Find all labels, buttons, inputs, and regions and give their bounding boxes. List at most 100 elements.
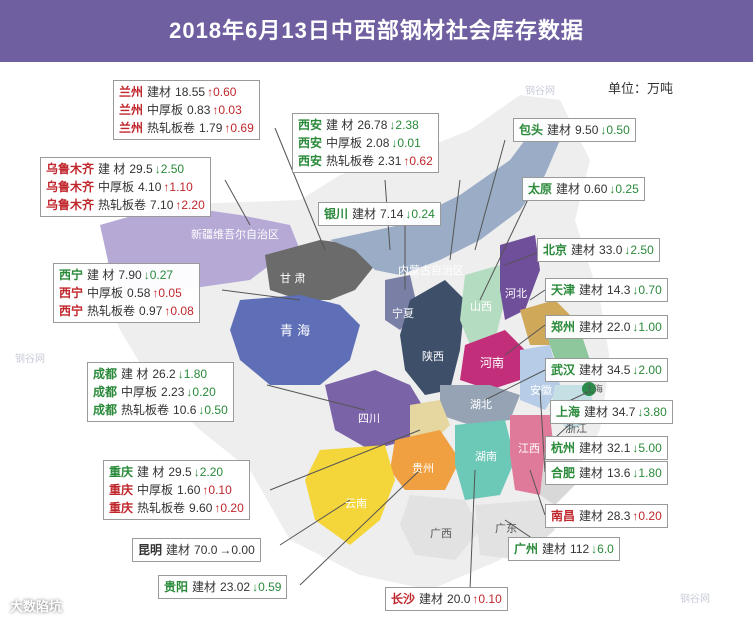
stock-change: 0.01 bbox=[397, 136, 421, 150]
region-henan bbox=[460, 330, 525, 390]
watermark: 钢谷网 bbox=[15, 354, 45, 365]
stock-value: 0.97 bbox=[139, 304, 163, 318]
city-name: 乌鲁木齐 bbox=[46, 180, 95, 194]
city-row: 成都 热轧板卷 10.6 ↓ 0.50 bbox=[93, 401, 228, 419]
region-label-guangxi: 广西 bbox=[430, 527, 452, 540]
stock-value: 18.55 bbox=[175, 85, 206, 99]
city-row: 西安 热轧板卷 2.31 ↑ 0.62 bbox=[298, 152, 433, 170]
product-name: 热轧板卷 bbox=[147, 121, 196, 135]
product-name: 建材 bbox=[579, 320, 604, 334]
arrow-down-icon: ↓ bbox=[632, 466, 639, 480]
city-row: 成都建 材 26.2 ↓ 1.80 bbox=[93, 365, 228, 383]
city-row: 乌鲁木齐 热轧板卷 7.10 ↑ 2.20 bbox=[46, 196, 205, 214]
city-row: 重庆建 材 29.5 ↓ 2.20 bbox=[109, 463, 244, 481]
stock-value: 7.90 bbox=[118, 268, 142, 282]
stock-change: 0.60 bbox=[213, 85, 237, 99]
city-row: 西宁 中厚板 0.58 ↑ 0.05 bbox=[59, 284, 194, 302]
product-name: 建材 bbox=[352, 207, 377, 221]
city-row: 兰州 热轧板卷 1.79 ↑ 0.69 bbox=[119, 119, 254, 137]
region-label-jiangxi: 江西 bbox=[518, 442, 540, 455]
product-name: 建材 bbox=[579, 363, 604, 377]
product-name: 建材 bbox=[579, 441, 604, 455]
city-box-changsha: 长沙 建材 20.0 ↑ 0.10 bbox=[385, 587, 508, 611]
stock-change: 0.20 bbox=[192, 385, 216, 399]
stock-value: 7.14 bbox=[380, 207, 404, 221]
city-box-guiyang: 贵阳 建材 23.02 ↓ 0.59 bbox=[158, 575, 288, 599]
city-name: 贵阳 bbox=[164, 580, 189, 594]
city-row: 西宁 热轧板卷 0.97 ↑ 0.08 bbox=[59, 302, 194, 320]
city-row: 西安 中厚板 2.08 ↓ 0.01 bbox=[298, 134, 433, 152]
arrow-down-icon: ↓ bbox=[389, 118, 396, 132]
city-name: 兰州 bbox=[119, 85, 144, 99]
product-name: 热轧板卷 bbox=[87, 304, 136, 318]
city-name: 成都 bbox=[93, 403, 118, 417]
product-name: 热轧板卷 bbox=[121, 403, 170, 417]
city-row: 广州 建材 112 ↓ 6.0 bbox=[514, 540, 614, 558]
city-row: 贵阳 建材 23.02 ↓ 0.59 bbox=[164, 578, 281, 596]
product-name: 中厚板 bbox=[121, 385, 158, 399]
city-row: 南昌 建材 28.3 ↑ 0.20 bbox=[551, 507, 662, 525]
region-yunnan bbox=[305, 445, 395, 545]
stock-change: 0.10 bbox=[208, 483, 232, 497]
city-name: 乌鲁木齐 bbox=[46, 162, 95, 176]
stock-value: 34.5 bbox=[607, 363, 631, 377]
stock-change: 3.80 bbox=[643, 405, 667, 419]
stock-value: 1.79 bbox=[199, 121, 223, 135]
arrow-down-icon: ↓ bbox=[177, 367, 184, 381]
stock-change: 2.20 bbox=[199, 465, 224, 479]
stock-change: 0.20 bbox=[220, 501, 244, 515]
stock-value: 7.10 bbox=[150, 198, 174, 212]
city-name: 西安 bbox=[298, 154, 323, 168]
city-box-chengdu: 成都建 材 26.2 ↓ 1.80 成都 中厚板 2.23 ↓ 0.20 成都 热轧板卷 10.6 ↓ 0… bbox=[87, 362, 234, 422]
arrow-up-icon: ↑ bbox=[175, 198, 182, 212]
city-row: 成都 中厚板 2.23 ↓ 0.20 bbox=[93, 383, 228, 401]
stock-value: 22.0 bbox=[607, 320, 631, 334]
stock-change: 0.27 bbox=[149, 268, 174, 282]
arrow-up-icon: ↑ bbox=[152, 286, 159, 300]
stock-change: 0.24 bbox=[411, 207, 435, 221]
arrow-down-icon: ↓ bbox=[600, 123, 607, 137]
arrow-down-icon: ↓ bbox=[624, 243, 631, 257]
watermark: 钢谷网 bbox=[680, 594, 710, 605]
stock-change: 0.50 bbox=[204, 403, 228, 417]
city-name: 西宁 bbox=[59, 304, 84, 318]
stock-value: 32.1 bbox=[607, 441, 631, 455]
city-box-chongqing: 重庆建 材 29.5 ↓ 2.20 重庆 中厚板 1.60 ↑ 0.10 重庆 热轧板卷 9.60 ↑ 0… bbox=[103, 460, 250, 520]
arrow-up-icon: ↑ bbox=[212, 103, 219, 117]
product-name: 建材 bbox=[147, 85, 172, 99]
region-label-shaanxi: 陕西 bbox=[422, 350, 444, 363]
city-row: 兰州 建材 18.55 ↑ 0.60 bbox=[119, 83, 254, 101]
city-row: 重庆 中厚板 1.60 ↑ 0.10 bbox=[109, 481, 244, 499]
city-box-tianjin: 天津 建材 14.3 ↓ 0.70 bbox=[545, 278, 668, 302]
city-name: 广州 bbox=[514, 542, 539, 556]
city-name: 杭州 bbox=[551, 441, 576, 455]
product-name: 建 材 bbox=[121, 367, 149, 381]
arrow-down-icon: ↓ bbox=[405, 207, 412, 221]
arrow-up-icon: ↑ bbox=[403, 154, 410, 168]
city-row: 昆明 建材 70.0 → 0.00 bbox=[138, 541, 255, 559]
stock-value: 0.60 bbox=[584, 182, 608, 196]
city-row: 上海 建材 34.7 ↓ 3.80 bbox=[556, 403, 667, 421]
city-name: 上海 bbox=[556, 405, 581, 419]
product-name: 建材 bbox=[579, 283, 604, 297]
stock-change: 2.50 bbox=[630, 243, 654, 257]
arrow-up-icon: ↑ bbox=[163, 180, 170, 194]
city-box-hangzhou: 杭州 建材 32.1 ↓ 5.00 bbox=[545, 436, 668, 460]
city-box-lanzhou: 兰州 建材 18.55 ↑ 0.60 兰州 中厚板 0.83 ↑ 0.03 兰州 热轧板卷 1.79 ↑ 0… bbox=[113, 80, 260, 140]
stock-change: 0.20 bbox=[638, 509, 662, 523]
stock-value: 34.7 bbox=[612, 405, 636, 419]
stock-change: 0.10 bbox=[478, 592, 502, 606]
city-row: 西安建 材 26.78 ↓ 2.38 bbox=[298, 116, 433, 134]
product-name: 建材 bbox=[579, 466, 604, 480]
region-label-ningxia: 宁夏 bbox=[392, 307, 414, 320]
arrow-down-icon: ↓ bbox=[193, 465, 200, 479]
region-label-hunan: 湖南 bbox=[475, 450, 497, 463]
region-guangxi bbox=[400, 495, 480, 560]
region-label-neimenggu: 内蒙古自治区 bbox=[398, 264, 464, 277]
unit-label: 单位：万吨 bbox=[608, 81, 674, 96]
stock-value: 2.08 bbox=[366, 136, 390, 150]
product-name: 建材 bbox=[419, 592, 444, 606]
product-name: 建材 bbox=[584, 405, 609, 419]
arrow-down-icon: ↓ bbox=[591, 542, 598, 556]
city-row: 北京 建材 33.0 ↓ 2.50 bbox=[543, 241, 654, 259]
